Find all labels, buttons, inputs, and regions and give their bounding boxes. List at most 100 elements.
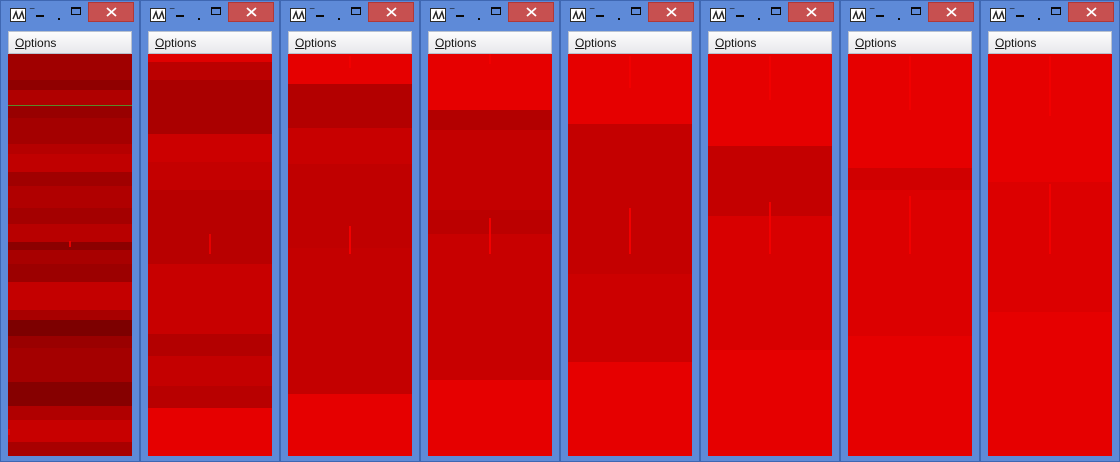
canvas-band: [8, 348, 132, 382]
restore-icon[interactable]: [1038, 18, 1040, 20]
canvas-band: [8, 224, 132, 242]
options-menu[interactable]: Options: [435, 36, 476, 50]
close-icon[interactable]: [88, 2, 134, 22]
title-bar[interactable]: ⁻: [281, 1, 419, 29]
maximize-icon[interactable]: [71, 7, 81, 15]
heatmap-canvas[interactable]: [568, 54, 692, 456]
canvas-band: [428, 380, 552, 456]
canvas-band: [8, 54, 132, 80]
maximize-icon[interactable]: [351, 7, 361, 15]
maximize-icon[interactable]: [911, 7, 921, 15]
maximize-icon[interactable]: [211, 7, 221, 15]
app-logo-icon[interactable]: [150, 8, 166, 22]
canvas-band: [428, 234, 552, 380]
heatmap-canvas[interactable]: [288, 54, 412, 456]
app-logo-icon[interactable]: [710, 8, 726, 22]
menu-bar: Options: [848, 31, 972, 54]
heatmap-canvas[interactable]: [148, 54, 272, 456]
canvas-marker: [629, 208, 631, 254]
options-menu[interactable]: Options: [295, 36, 336, 50]
restore-icon[interactable]: [618, 18, 620, 20]
system-menu-icon: ⁻: [1009, 3, 1016, 17]
canvas-band: [8, 172, 132, 186]
app-logo-icon[interactable]: [10, 8, 26, 22]
title-bar[interactable]: ⁻: [561, 1, 699, 29]
title-bar[interactable]: ⁻: [981, 1, 1119, 29]
system-menu-icon: ⁻: [449, 3, 456, 17]
canvas-band: [428, 110, 552, 130]
canvas-marker: [489, 218, 491, 254]
restore-icon[interactable]: [758, 18, 760, 20]
canvas-band: [148, 54, 272, 62]
restore-icon[interactable]: [478, 18, 480, 20]
title-bar[interactable]: ⁻: [141, 1, 279, 29]
menu-bar: Options: [288, 31, 412, 54]
minimize-icon[interactable]: [596, 15, 604, 17]
minimize-icon[interactable]: [1016, 15, 1024, 17]
restore-icon[interactable]: [58, 18, 60, 20]
app-window-5: ⁻ Options: [560, 0, 700, 462]
options-menu[interactable]: Options: [715, 36, 756, 50]
app-window-4: ⁻ Options: [420, 0, 560, 462]
app-logo-icon[interactable]: [570, 8, 586, 22]
canvas-band: [8, 106, 132, 118]
canvas-band: [8, 264, 132, 282]
maximize-icon[interactable]: [1051, 7, 1061, 15]
menu-bar: Options: [148, 31, 272, 54]
app-window-3: ⁻ Options: [280, 0, 420, 462]
app-logo-icon[interactable]: [850, 8, 866, 22]
close-icon[interactable]: [508, 2, 554, 22]
minimize-icon[interactable]: [36, 15, 44, 17]
title-bar[interactable]: ⁻: [841, 1, 979, 29]
restore-icon[interactable]: [898, 18, 900, 20]
minimize-icon[interactable]: [456, 15, 464, 17]
canvas-marker: [349, 226, 351, 254]
title-bar[interactable]: ⁻: [1, 1, 139, 29]
maximize-icon[interactable]: [771, 7, 781, 15]
minimize-icon[interactable]: [316, 15, 324, 17]
restore-icon[interactable]: [338, 18, 340, 20]
heatmap-canvas[interactable]: [428, 54, 552, 456]
options-menu[interactable]: Options: [575, 36, 616, 50]
close-icon[interactable]: [788, 2, 834, 22]
app-window-1: ⁻ Options: [0, 0, 140, 462]
system-menu-icon: ⁻: [729, 3, 736, 17]
title-bar[interactable]: ⁻: [421, 1, 559, 29]
canvas-band: [8, 310, 132, 320]
heatmap-canvas[interactable]: [708, 54, 832, 456]
restore-icon[interactable]: [198, 18, 200, 20]
title-bar[interactable]: ⁻: [701, 1, 839, 29]
maximize-icon[interactable]: [631, 7, 641, 15]
close-icon[interactable]: [648, 2, 694, 22]
app-logo-icon[interactable]: [430, 8, 446, 22]
canvas-band: [148, 80, 272, 134]
options-menu[interactable]: Options: [15, 36, 56, 50]
minimize-icon[interactable]: [736, 15, 744, 17]
options-menu[interactable]: Options: [855, 36, 896, 50]
close-icon[interactable]: [928, 2, 974, 22]
app-logo-icon[interactable]: [290, 8, 306, 22]
canvas-band: [8, 80, 132, 90]
canvas-band: [148, 134, 272, 162]
canvas-band: [8, 90, 132, 105]
canvas-band: [148, 408, 272, 456]
close-icon[interactable]: [1068, 2, 1114, 22]
options-label: ptions: [24, 36, 57, 50]
options-menu[interactable]: Options: [155, 36, 196, 50]
maximize-icon[interactable]: [491, 7, 501, 15]
canvas-marker: [1049, 56, 1051, 116]
close-icon[interactable]: [228, 2, 274, 22]
heatmap-canvas[interactable]: [988, 54, 1112, 456]
heatmap-canvas[interactable]: [848, 54, 972, 456]
minimize-icon[interactable]: [176, 15, 184, 17]
options-menu[interactable]: Options: [995, 36, 1036, 50]
canvas-marker: [909, 56, 911, 110]
close-icon[interactable]: [368, 2, 414, 22]
minimize-icon[interactable]: [876, 15, 884, 17]
canvas-band: [288, 128, 412, 164]
canvas-band: [8, 208, 132, 224]
heatmap-canvas[interactable]: [8, 54, 132, 456]
app-logo-icon[interactable]: [990, 8, 1006, 22]
canvas-band: [8, 420, 132, 442]
